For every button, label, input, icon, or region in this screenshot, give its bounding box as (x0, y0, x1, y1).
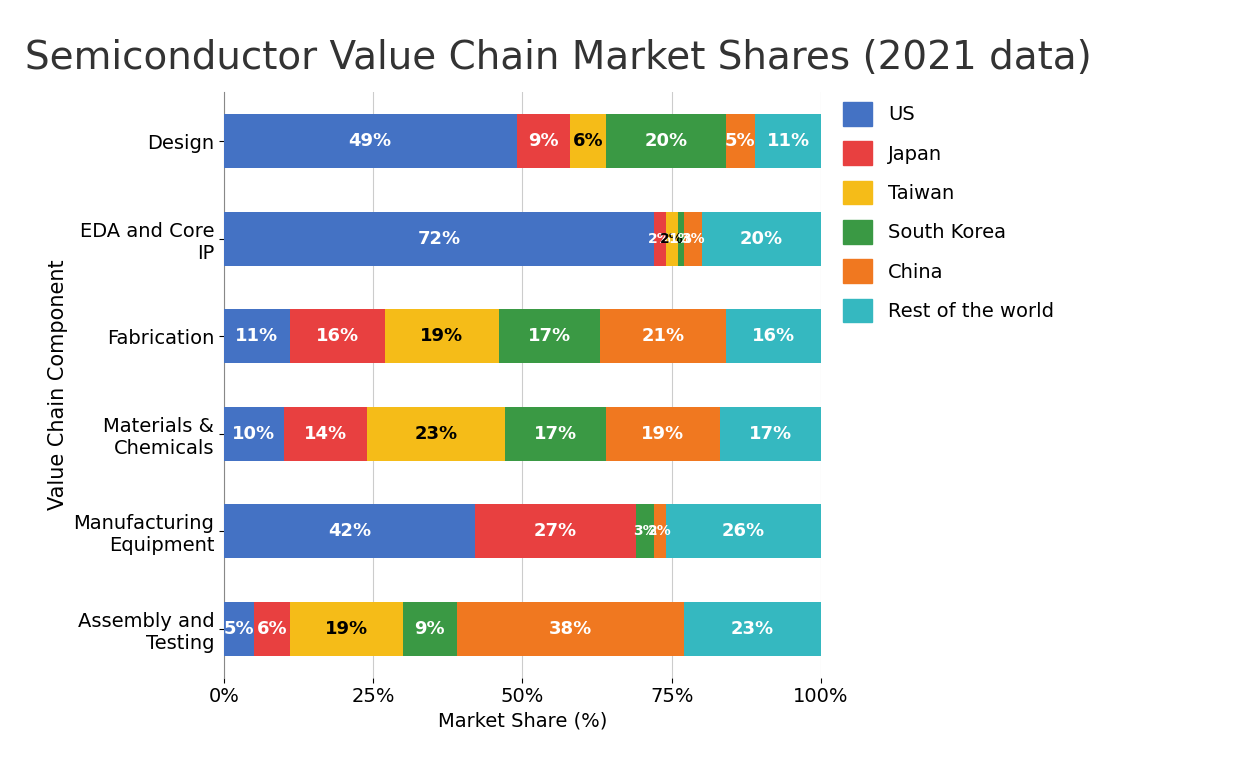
Bar (367, 407, 505, 460)
Bar (475, 504, 636, 558)
Text: 19%: 19% (325, 620, 368, 638)
Text: 19%: 19% (641, 425, 684, 443)
Text: 16%: 16% (751, 327, 795, 345)
Bar (224, 310, 290, 363)
Bar (224, 114, 516, 168)
Bar (719, 407, 821, 460)
Bar (606, 407, 719, 460)
Y-axis label: Value Chain Component: Value Chain Component (47, 259, 67, 511)
Bar (224, 602, 254, 655)
Text: 20%: 20% (644, 132, 688, 150)
Bar (284, 407, 367, 460)
Text: 23%: 23% (414, 425, 458, 443)
Text: 10%: 10% (233, 425, 275, 443)
Text: 72%: 72% (417, 229, 460, 248)
Text: 23%: 23% (730, 620, 774, 638)
Bar (254, 602, 290, 655)
Bar (290, 602, 403, 655)
Text: 2%: 2% (648, 232, 672, 246)
Bar (457, 602, 684, 655)
Legend: US, Japan, Taiwan, South Korea, China, Rest of the world: US, Japan, Taiwan, South Korea, China, R… (843, 102, 1054, 322)
Text: 38%: 38% (549, 620, 592, 638)
Text: 5%: 5% (725, 132, 756, 150)
Text: 11%: 11% (235, 327, 279, 345)
Text: 17%: 17% (534, 425, 577, 443)
X-axis label: Market Share (%): Market Share (%) (438, 712, 607, 731)
Text: 21%: 21% (641, 327, 684, 345)
Text: 1%: 1% (669, 232, 693, 246)
Bar (224, 504, 475, 558)
Text: 16%: 16% (316, 327, 360, 345)
Text: 11%: 11% (766, 132, 810, 150)
Text: 20%: 20% (740, 229, 782, 248)
Bar (403, 602, 457, 655)
Text: 2%: 2% (648, 524, 672, 538)
Bar (654, 504, 666, 558)
Bar (725, 114, 755, 168)
Text: 17%: 17% (749, 425, 792, 443)
Text: 3%: 3% (680, 232, 704, 246)
Text: 19%: 19% (420, 327, 464, 345)
Bar (570, 114, 606, 168)
Bar (516, 114, 570, 168)
Bar (666, 212, 678, 266)
Bar (600, 310, 725, 363)
Text: 42%: 42% (327, 522, 371, 541)
Text: 17%: 17% (527, 327, 571, 345)
Bar (636, 504, 654, 558)
Bar (386, 310, 499, 363)
Bar (678, 212, 684, 266)
Bar (725, 310, 821, 363)
Bar (606, 114, 725, 168)
Text: Semiconductor Value Chain Market Shares (2021 data): Semiconductor Value Chain Market Shares … (25, 38, 1092, 76)
Bar (224, 212, 654, 266)
Text: 2%: 2% (659, 232, 684, 246)
Bar (684, 602, 821, 655)
Text: 9%: 9% (414, 620, 445, 638)
Text: 49%: 49% (348, 132, 392, 150)
Bar (654, 212, 666, 266)
Bar (755, 114, 821, 168)
Text: 6%: 6% (572, 132, 603, 150)
Text: 9%: 9% (527, 132, 559, 150)
Text: 14%: 14% (304, 425, 347, 443)
Bar (684, 212, 702, 266)
Text: 27%: 27% (534, 522, 577, 541)
Text: 5%: 5% (224, 620, 254, 638)
Bar (290, 310, 386, 363)
Bar (505, 407, 606, 460)
Text: 6%: 6% (256, 620, 287, 638)
Bar (702, 212, 821, 266)
Text: 3%: 3% (633, 524, 657, 538)
Bar (666, 504, 821, 558)
Bar (499, 310, 600, 363)
Text: 26%: 26% (722, 522, 765, 541)
Bar (224, 407, 284, 460)
